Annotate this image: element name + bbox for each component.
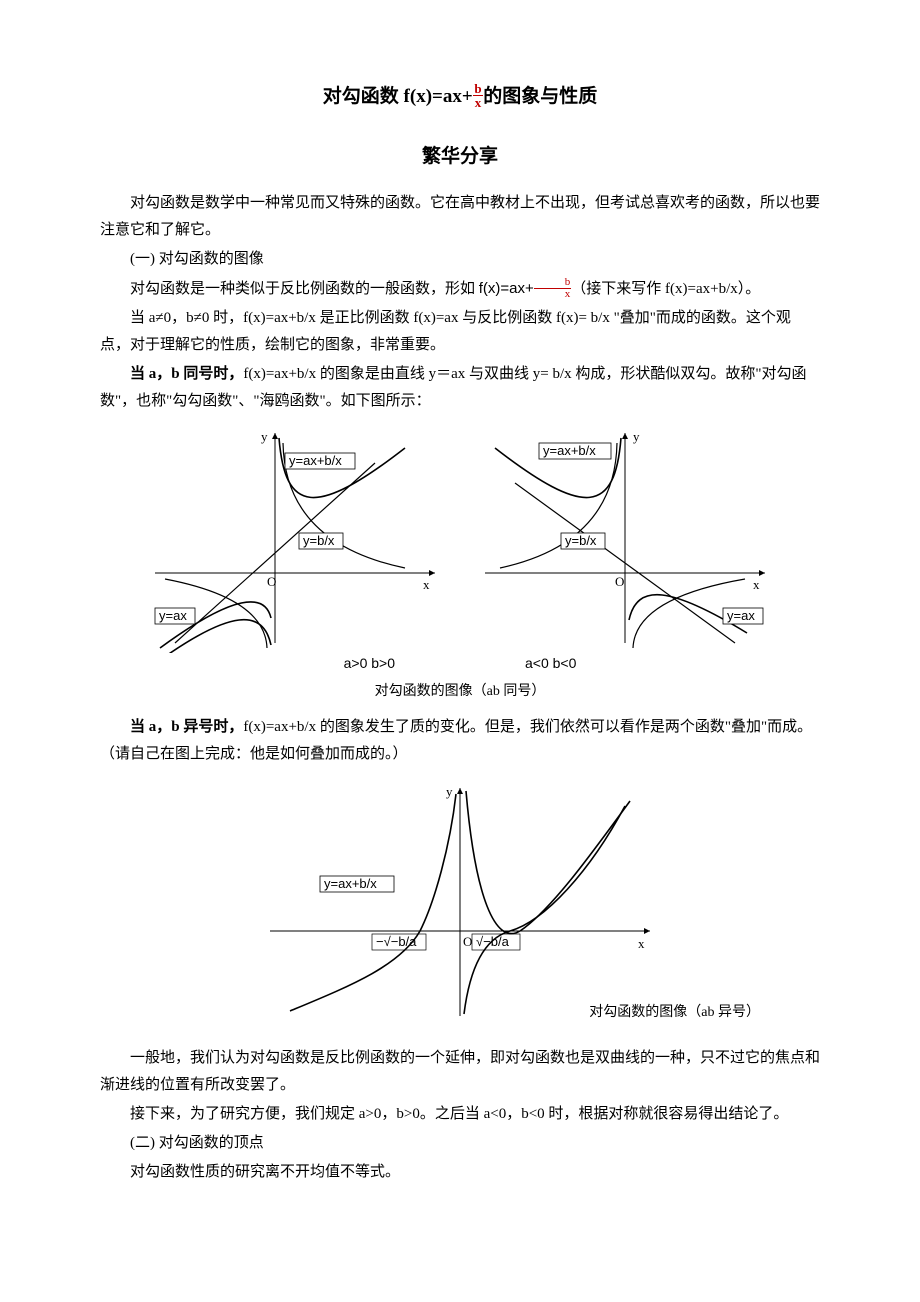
paragraph-opposite-sign: 当 a，b 异号时，f(x)=ax+b/x 的图象发生了质的变化。但是，我们依然… bbox=[100, 714, 820, 768]
inline-fraction: bx bbox=[534, 277, 572, 300]
paragraph-inequality: 对勾函数性质的研究离不开均值不等式。 bbox=[100, 1159, 820, 1186]
paragraph-intro: 对勾函数是数学中一种常见而又特殊的函数。它在高中教材上不出现，但考试总喜欢考的函… bbox=[100, 190, 820, 244]
chart-negative: O x y y=ax+b/x y=b/x y=ax bbox=[475, 423, 775, 653]
paragraph-definition: 对勾函数是一种类似于反比例函数的一般函数，形如 f(x)=ax+bx（接下来写作… bbox=[100, 275, 820, 303]
svg-text:−√−b/a: −√−b/a bbox=[376, 934, 417, 949]
section-heading-2: (二) 对勾函数的顶点 bbox=[100, 1130, 820, 1157]
svg-text:y=ax: y=ax bbox=[727, 608, 755, 623]
subtitle: 繁华分享 bbox=[100, 140, 820, 174]
paragraph-extension: 一般地，我们认为对勾函数是反比例函数的一个延伸，即对勾函数也是双曲线的一种，只不… bbox=[100, 1045, 820, 1099]
svg-text:x: x bbox=[423, 577, 430, 592]
chart-conditions-row: a>0 b>0 a<0 b<0 bbox=[100, 651, 820, 676]
cond-negative: a<0 b<0 bbox=[525, 651, 576, 676]
svg-text:O: O bbox=[615, 574, 624, 589]
svg-text:√−b/a: √−b/a bbox=[476, 934, 510, 949]
svg-text:y: y bbox=[446, 784, 453, 799]
section-heading-1: (一) 对勾函数的图像 bbox=[100, 246, 820, 273]
title-fraction: bx bbox=[473, 82, 484, 109]
chart-opposite-sign: O x y −√−b/a √−b/a y=ax+b/x bbox=[100, 776, 820, 1026]
title-prefix: 对勾函数 f(x)=ax+ bbox=[323, 86, 473, 107]
paragraph-superposition: 当 a≠0，b≠0 时，f(x)=ax+b/x 是正比例函数 f(x)=ax 与… bbox=[100, 305, 820, 359]
chart-pair-same-sign: O x y y=ax+b/x y=b/x y=ax O x y bbox=[100, 423, 820, 653]
paragraph-convention: 接下来，为了研究方便，我们规定 a>0，b>0。之后当 a<0，b<0 时，根据… bbox=[100, 1101, 820, 1128]
chart-positive: O x y y=ax+b/x y=b/x y=ax bbox=[145, 423, 445, 653]
title-suffix: 的图象与性质 bbox=[483, 86, 597, 107]
svg-text:y=ax: y=ax bbox=[159, 608, 187, 623]
svg-text:O: O bbox=[267, 574, 276, 589]
chart-caption-1: 对勾函数的图像（ab 同号） bbox=[100, 679, 820, 704]
svg-text:y=b/x: y=b/x bbox=[565, 533, 597, 548]
svg-text:y=b/x: y=b/x bbox=[303, 533, 335, 548]
svg-text:x: x bbox=[753, 577, 760, 592]
paragraph-same-sign: 当 a，b 同号时，f(x)=ax+b/x 的图象是由直线 y＝ax 与双曲线 … bbox=[100, 361, 820, 415]
svg-text:y: y bbox=[261, 429, 268, 444]
svg-text:y: y bbox=[633, 429, 640, 444]
svg-text:y=ax+b/x: y=ax+b/x bbox=[324, 876, 377, 891]
svg-text:x: x bbox=[638, 936, 645, 951]
svg-text:O: O bbox=[463, 934, 472, 949]
svg-text:y=ax+b/x: y=ax+b/x bbox=[289, 453, 342, 468]
page-title: 对勾函数 f(x)=ax+bx的图象与性质 bbox=[100, 80, 820, 114]
cond-positive: a>0 b>0 bbox=[344, 651, 395, 676]
svg-text:y=ax+b/x: y=ax+b/x bbox=[543, 443, 596, 458]
